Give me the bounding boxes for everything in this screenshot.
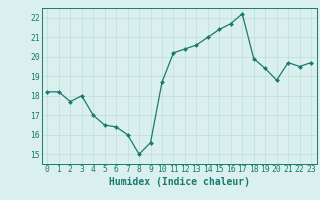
X-axis label: Humidex (Indice chaleur): Humidex (Indice chaleur): [109, 177, 250, 187]
